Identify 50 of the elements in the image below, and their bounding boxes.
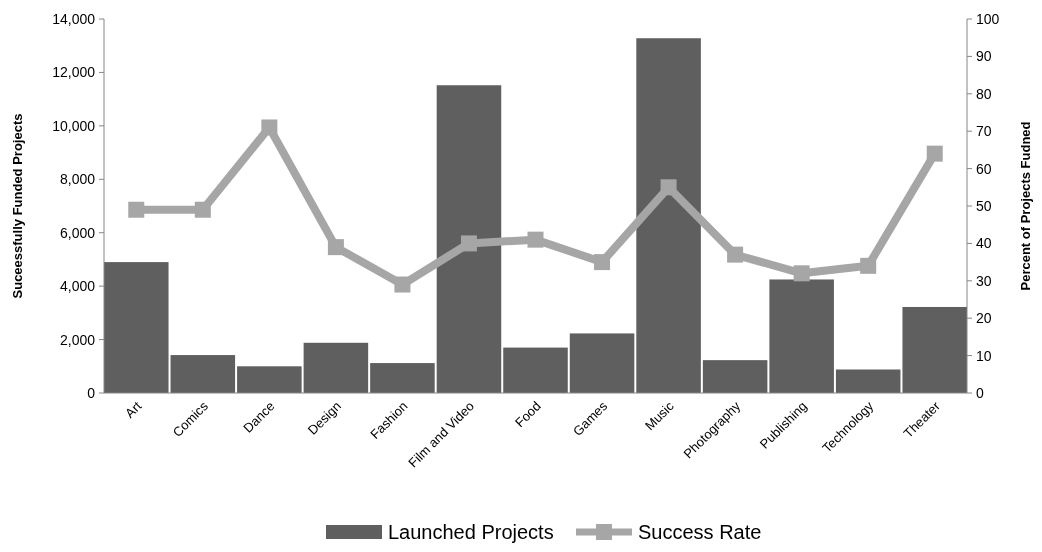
bar (303, 342, 369, 393)
bar (636, 38, 701, 393)
y2-tick-label: 10 (976, 347, 992, 364)
point (327, 239, 344, 256)
y2-tick-label: 30 (976, 272, 992, 289)
bar (170, 355, 236, 393)
y-tick-label: 14,000 (52, 11, 96, 27)
bar (370, 363, 435, 393)
point (128, 201, 145, 218)
bar (835, 369, 901, 393)
legend-label: Success Rate (638, 521, 762, 543)
bar (902, 306, 967, 393)
legend-label: Launched Projects (388, 521, 554, 543)
y-tick-label: 2,000 (59, 331, 96, 348)
bar (769, 279, 834, 393)
y-axis-title: Suceessfully Funded Projects (10, 113, 25, 299)
point (860, 257, 877, 274)
y2-tick-label: 70 (976, 123, 992, 140)
point (527, 231, 544, 248)
y-tick-label: 0 (87, 385, 96, 401)
y-tick-label: 4,000 (59, 278, 96, 295)
y2-tick-label: 90 (976, 48, 992, 65)
y2-axis-title: Percent of Projects Fudned (1018, 121, 1033, 291)
y2-tick-label: 80 (976, 85, 992, 102)
bar (436, 85, 502, 393)
y-tick-label: 8,000 (59, 171, 96, 188)
bar (104, 262, 169, 393)
point (394, 276, 411, 293)
y2-tick-label: 40 (976, 235, 992, 252)
y-tick-label: 6,000 (59, 224, 96, 241)
point (660, 179, 677, 196)
bar (237, 366, 302, 393)
point (194, 201, 211, 218)
bar (569, 333, 635, 393)
point (793, 265, 810, 282)
point (727, 246, 744, 263)
bar (702, 360, 768, 393)
y-tick-label: 12,000 (52, 64, 96, 81)
y-tick-label: 10,000 (52, 117, 96, 134)
y2-tick-label: 50 (976, 198, 992, 214)
y2-tick-label: 0 (976, 385, 984, 401)
bar (503, 347, 568, 393)
point (926, 145, 943, 162)
y2-tick-label: 20 (976, 310, 992, 327)
y2-tick-label: 60 (976, 160, 992, 177)
x-tick-label: Art (122, 398, 145, 421)
point (594, 254, 611, 271)
y2-tick-label: 100 (976, 11, 1000, 27)
point (261, 119, 278, 136)
point (460, 235, 477, 252)
